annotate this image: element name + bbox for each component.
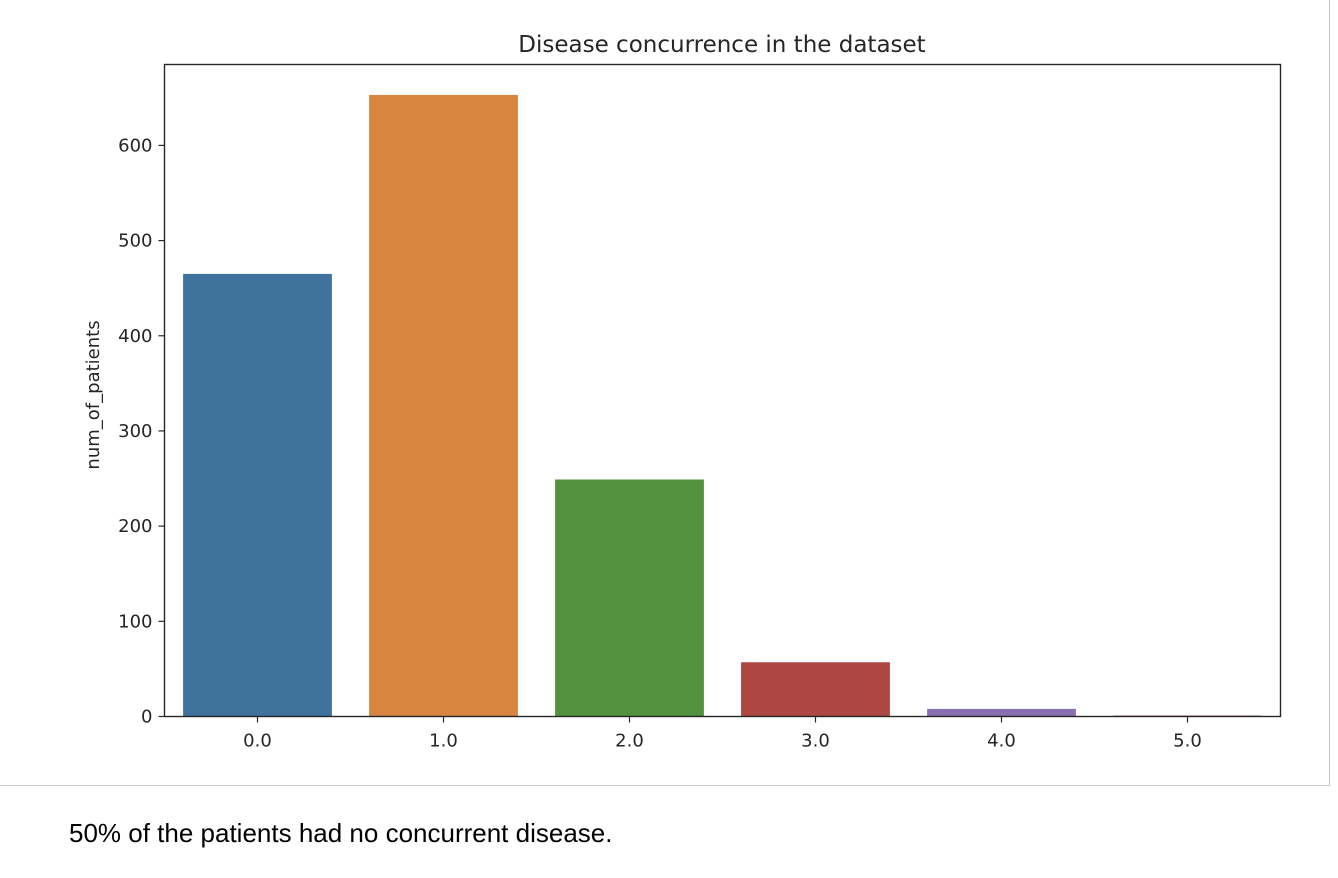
y-tick-label: 200 [118, 516, 152, 537]
y-tick-label: 500 [118, 231, 152, 252]
bar-4.0 [927, 708, 1076, 717]
y-tick-label: 400 [118, 326, 152, 347]
bar-2.0 [555, 479, 704, 717]
plot-frame [163, 63, 1282, 718]
x-tick-label: 3.0 [801, 731, 830, 752]
y-tick-label: 100 [118, 611, 152, 632]
y-axis-ticks: 0 100 200 300 400 500 600 [118, 135, 165, 728]
x-tick-label: 0.0 [243, 731, 272, 752]
y-tick-label: 300 [118, 421, 152, 442]
x-tick-label: 4.0 [987, 731, 1016, 752]
x-tick-label: 2.0 [615, 731, 644, 752]
bar-chart: Disease concurrence in the dataset num_o… [83, 32, 1282, 752]
y-tick-label: 600 [118, 135, 152, 156]
y-tick-label: 0 [141, 707, 152, 728]
bar-1.0 [369, 94, 518, 717]
x-tick-label: 1.0 [429, 731, 458, 752]
output-cell: Disease concurrence in the dataset num_o… [0, 0, 1330, 786]
chart-title: Disease concurrence in the dataset [518, 32, 925, 58]
bar-3.0 [741, 662, 890, 717]
y-axis-label: num_of_patients [83, 320, 104, 469]
x-axis-ticks: 0.0 1.0 2.0 3.0 4.0 5.0 [243, 716, 1202, 752]
bar-0.0 [183, 273, 332, 717]
markdown-text: 50% of the patients had no concurrent di… [69, 818, 613, 848]
bars-group [183, 94, 1262, 717]
x-tick-label: 5.0 [1173, 731, 1202, 752]
